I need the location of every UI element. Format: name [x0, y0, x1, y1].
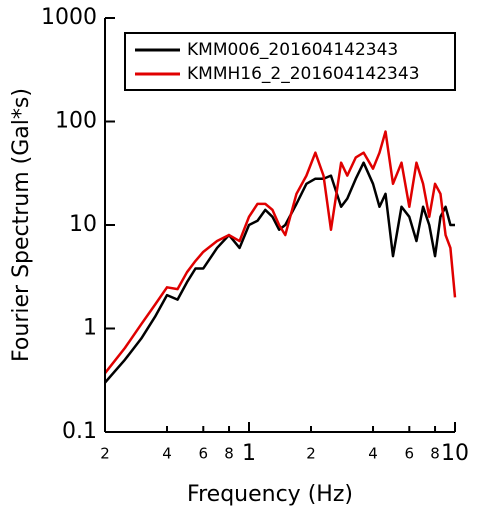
y-tick-label: 0.1: [62, 419, 97, 444]
x-tick-label: 6: [199, 445, 209, 463]
x-tick-label: 2: [306, 445, 316, 463]
x-tick-label: 2: [100, 445, 110, 463]
legend-label: KMMH16_2_201604142343: [187, 64, 420, 84]
y-axis-label: Fourier Spectrum (Gal*s): [9, 88, 34, 362]
x-tick-label: 8: [430, 445, 440, 463]
y-tick-label: 100: [55, 109, 97, 134]
x-tick-label: 4: [162, 445, 172, 463]
y-tick-label: 1000: [41, 5, 97, 30]
x-tick-label: 8: [224, 445, 234, 463]
series-line: [104, 130, 457, 374]
x-axis-label: Frequency (Hz): [187, 482, 353, 507]
x-tick-label: 10: [441, 441, 469, 466]
x-tick-label: 4: [368, 445, 378, 463]
series-line: [104, 161, 455, 384]
y-tick-label: 1: [83, 316, 97, 341]
x-tick-label: 1: [242, 441, 256, 466]
x-tick-label: 6: [405, 445, 415, 463]
y-tick-label: 10: [69, 212, 97, 237]
legend-box: [124, 32, 456, 91]
legend-label: KMM006_201604142343: [187, 40, 398, 60]
